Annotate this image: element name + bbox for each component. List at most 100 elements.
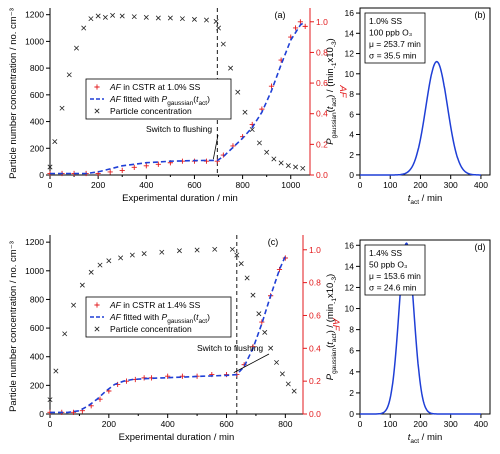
x-tick-label: 400 <box>139 180 153 190</box>
legend-label-particle: Particle concentration <box>110 324 192 334</box>
particle-point <box>59 105 65 111</box>
y-right-tick-label: 0.2 <box>309 376 321 386</box>
x-axis-label: Experimental duration / min <box>122 193 238 204</box>
plot-frame <box>359 239 491 415</box>
y-left-tick-label: 1200 <box>25 237 44 247</box>
annotation-arrow <box>233 353 270 373</box>
particle-point <box>300 165 306 171</box>
info-line: 50 ppb O₃ <box>369 260 407 270</box>
y-tick-label: 10 <box>345 304 355 314</box>
x-tick-label: 200 <box>413 180 427 190</box>
particle-point <box>262 329 268 335</box>
y-right-tick-label: 0.4 <box>309 343 321 353</box>
particle-point <box>293 164 299 170</box>
particle-point <box>97 262 103 268</box>
particle-point <box>256 311 262 317</box>
particle-point <box>234 252 240 258</box>
x-tick-label: 300 <box>444 180 458 190</box>
particle-point <box>228 65 234 71</box>
x-tick-label: 400 <box>474 419 488 429</box>
particle-point <box>71 302 77 308</box>
y-right-tick-label: 0.2 <box>316 139 328 149</box>
particle-point <box>110 12 116 18</box>
y-tick-label: 2 <box>349 150 354 160</box>
particle-point <box>285 163 291 169</box>
y-tick-label: 8 <box>349 89 354 99</box>
particle-point <box>291 388 297 394</box>
y-axis-left-label: Particle number concentration / no. cm⁻³ <box>8 8 19 179</box>
particle-point <box>62 331 68 337</box>
legend-marker-af <box>94 84 100 90</box>
legend-label-fit: AF fitted with Pgaussian(tact) <box>109 312 210 325</box>
x-tick-label: 600 <box>187 180 201 190</box>
info-line: μ = 153.6 min <box>369 271 421 281</box>
info-line: 1.0% SS <box>369 16 402 26</box>
y-tick-label: 2 <box>349 388 354 398</box>
series-p-gaussian <box>360 60 481 176</box>
af-point <box>179 373 185 379</box>
y-left-tick-label: 400 <box>30 117 44 127</box>
y-left-tick-label: 800 <box>30 294 44 304</box>
particle-point <box>155 15 161 21</box>
series-af-fit <box>50 21 306 175</box>
panel-b: 0 100 200 300 400 0 2 4 6 8 10 12 14 16 tact / min Pgau… <box>325 7 491 206</box>
legend-label-fit: AF fitted with Pgaussian(tact) <box>109 94 210 107</box>
particle-point <box>119 13 125 19</box>
y-left-tick-label: 600 <box>30 90 44 100</box>
panel-c: 0 200 400 600 800 0 200 400 600 800 1000 1200 0.0 0.2… <box>8 235 341 443</box>
x-tick-label: 200 <box>413 419 427 429</box>
particle-point <box>274 359 280 365</box>
particle-point <box>264 149 270 155</box>
y-tick-label: 16 <box>345 8 355 18</box>
y-right-tick-label: 0.4 <box>316 109 328 119</box>
x-tick-label: 100 <box>383 180 397 190</box>
af-point <box>302 23 308 29</box>
panel-label: (d) <box>475 242 486 252</box>
particle-point <box>194 247 200 253</box>
y-right-tick-label: 0.6 <box>316 78 328 88</box>
af-point <box>259 319 265 325</box>
af-point <box>268 83 275 89</box>
panel-label: (c) <box>268 237 279 247</box>
particle-point <box>176 248 182 254</box>
particle-point <box>47 164 53 170</box>
x-tick-label: 800 <box>278 419 292 429</box>
particle-point <box>249 127 255 133</box>
y-left-tick-label: 0 <box>39 409 44 419</box>
y-tick-label: 0 <box>349 170 354 180</box>
particle-point <box>244 275 250 281</box>
af-point <box>70 409 77 415</box>
particle-point <box>235 89 241 95</box>
legend-marker-particle <box>94 326 100 332</box>
x-tick-label: 600 <box>219 419 233 429</box>
y-left-tick-label: 600 <box>30 323 44 333</box>
x-axis-label: tact / min <box>408 193 443 206</box>
particle-point <box>213 18 219 24</box>
x-tick-label: 0 <box>48 419 53 429</box>
y-tick-label: 12 <box>345 49 355 59</box>
x-tick-label: 400 <box>474 180 488 190</box>
series-p-gaussian <box>360 242 481 415</box>
y-axis-right-label: AF <box>330 317 341 331</box>
x-tick-label: 200 <box>91 180 105 190</box>
particle-point <box>167 15 173 21</box>
particle-point <box>73 45 79 51</box>
y-right-tick-label: 0.6 <box>309 310 321 320</box>
particle-point <box>141 251 147 257</box>
particle-point <box>242 109 248 115</box>
info-line: 100 ppb O₃ <box>369 28 412 38</box>
y-left-tick-label: 800 <box>30 63 44 73</box>
af-point <box>131 164 137 170</box>
particle-point <box>250 292 256 298</box>
info-line: 1.4% SS <box>369 248 402 258</box>
particle-point <box>131 14 137 20</box>
particle-point <box>179 16 185 22</box>
particle-point <box>88 16 94 22</box>
particle-point <box>47 397 53 403</box>
series-particle-concentration <box>47 12 306 171</box>
particle-point <box>203 17 209 23</box>
y-tick-label: 8 <box>349 325 354 335</box>
annotation-arrow <box>212 134 219 160</box>
particle-point <box>129 252 135 258</box>
